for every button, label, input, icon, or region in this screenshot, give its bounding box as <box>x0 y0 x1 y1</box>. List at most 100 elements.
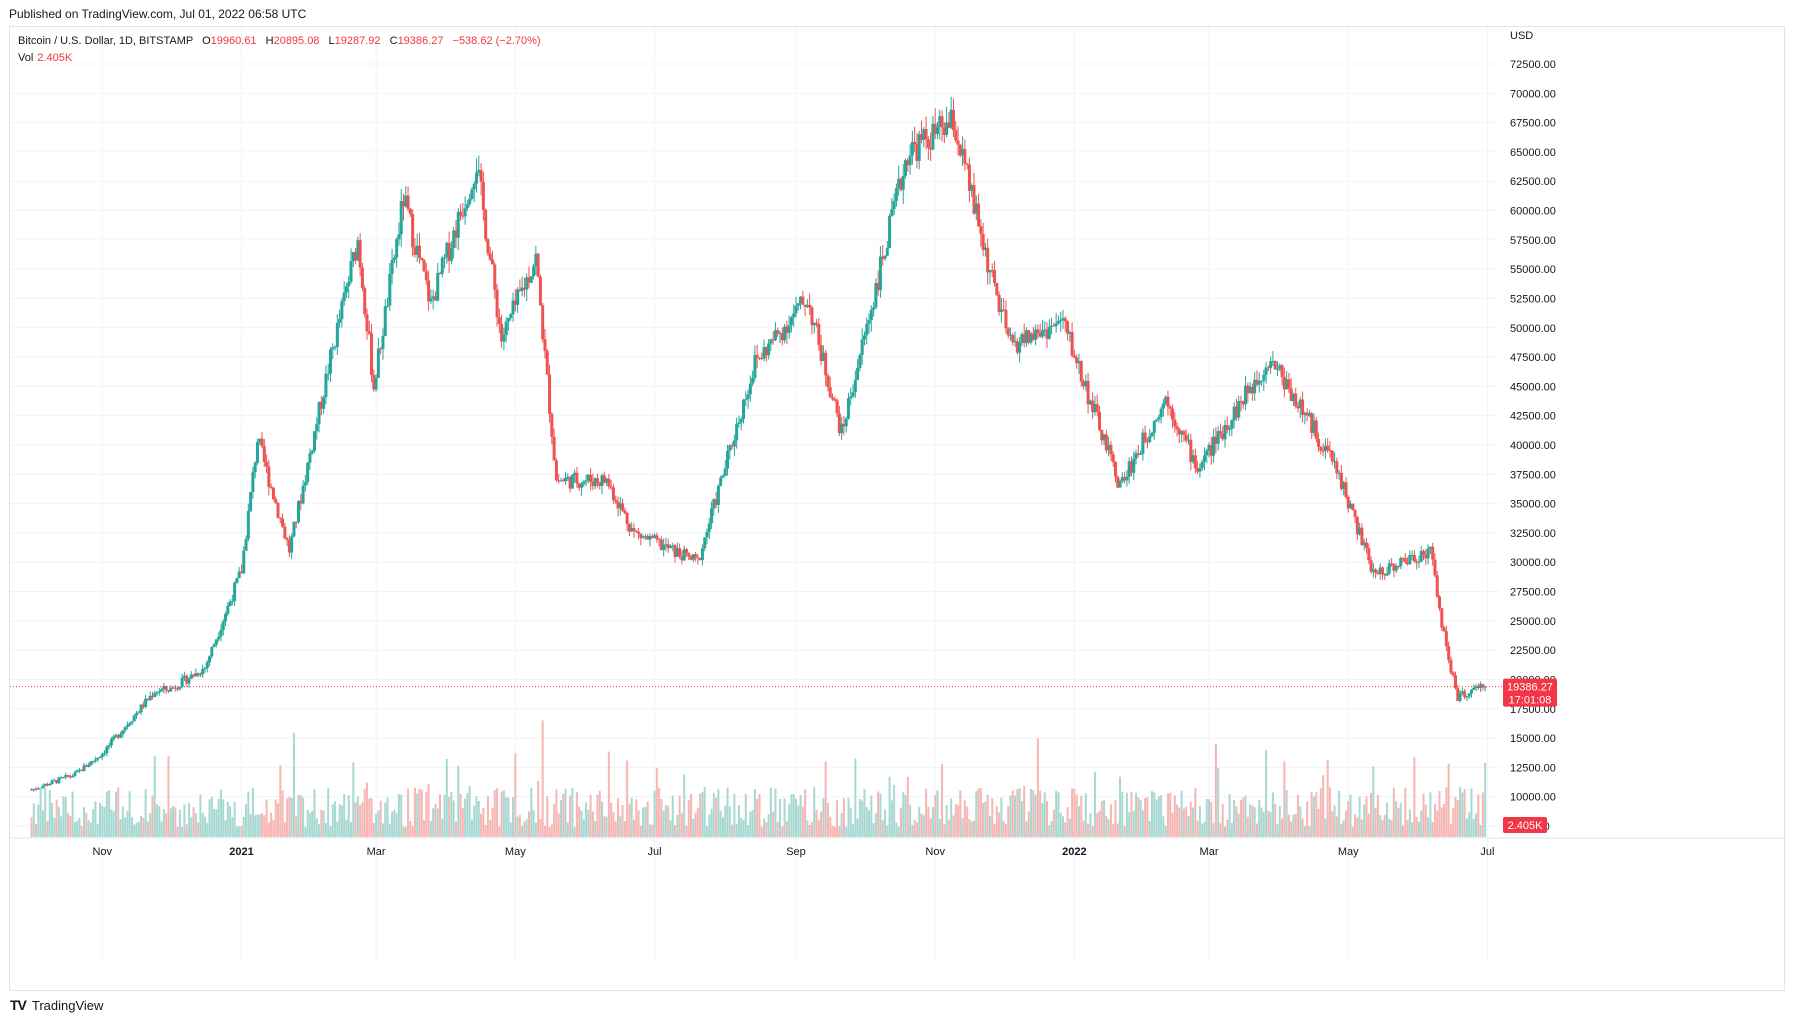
candle-body[interactable] <box>212 644 216 648</box>
candle-body[interactable] <box>671 545 675 547</box>
candle-body[interactable] <box>616 501 620 509</box>
candle-body[interactable] <box>313 431 317 451</box>
candle-body[interactable] <box>114 735 118 737</box>
candle-body[interactable] <box>1191 455 1195 463</box>
candle-body[interactable] <box>465 204 469 209</box>
candle-body[interactable] <box>595 478 599 483</box>
candle-body[interactable] <box>50 780 54 785</box>
candle-body[interactable] <box>1378 567 1382 574</box>
candle-body[interactable] <box>653 535 657 538</box>
candle-body[interactable] <box>342 292 346 302</box>
candle-body[interactable] <box>351 252 355 262</box>
candle-body[interactable] <box>1173 419 1177 427</box>
candle-body[interactable] <box>422 260 426 272</box>
candle-body[interactable] <box>349 261 353 282</box>
candle-body[interactable] <box>1018 342 1022 353</box>
candle-body[interactable] <box>516 289 520 305</box>
candle-body[interactable] <box>536 253 540 277</box>
candle-body[interactable] <box>881 256 885 259</box>
candle-body[interactable] <box>130 721 134 724</box>
candle-body[interactable] <box>1086 380 1090 405</box>
candle-body[interactable] <box>1289 388 1293 402</box>
candle-body[interactable] <box>1374 569 1378 573</box>
candle-body[interactable] <box>1346 496 1350 509</box>
candle-body[interactable] <box>582 481 586 485</box>
candle-body[interactable] <box>182 675 186 678</box>
candle-body[interactable] <box>1072 355 1076 358</box>
candle-body[interactable] <box>479 169 483 182</box>
candle-body[interactable] <box>1068 332 1072 334</box>
candle-body[interactable] <box>1314 420 1318 439</box>
candle-body[interactable] <box>728 445 732 451</box>
candle-body[interactable] <box>639 533 643 538</box>
candle-body[interactable] <box>383 306 387 336</box>
candle-body[interactable] <box>983 247 987 251</box>
candle-body[interactable] <box>326 373 330 375</box>
candle-body[interactable] <box>1394 566 1398 571</box>
candle-body[interactable] <box>335 322 339 347</box>
candle-body[interactable] <box>769 339 773 344</box>
candle-body[interactable] <box>554 460 558 481</box>
candle-body[interactable] <box>1136 453 1140 455</box>
candle-body[interactable] <box>1036 329 1040 333</box>
candle-body[interactable] <box>858 354 862 369</box>
candle-body[interactable] <box>157 691 161 693</box>
candle-body[interactable] <box>1232 406 1236 421</box>
candle-body[interactable] <box>1143 432 1147 442</box>
candle-body[interactable] <box>1303 412 1307 415</box>
candle-body[interactable] <box>1328 450 1332 452</box>
candle-body[interactable] <box>287 540 291 553</box>
candle-body[interactable] <box>328 349 332 374</box>
candle-body[interactable] <box>105 746 109 754</box>
candle-body[interactable] <box>249 491 253 512</box>
candle-body[interactable] <box>799 296 803 304</box>
candle-body[interactable] <box>125 725 129 728</box>
candle-body[interactable] <box>141 704 145 707</box>
candle-body[interactable] <box>84 765 88 767</box>
candle-body[interactable] <box>119 734 123 738</box>
candle-body[interactable] <box>1234 406 1238 418</box>
candle-body[interactable] <box>593 478 597 487</box>
candle-body[interactable] <box>1027 330 1031 343</box>
candle-body[interactable] <box>1317 438 1321 447</box>
candle-body[interactable] <box>180 677 184 687</box>
candle-body[interactable] <box>176 688 180 690</box>
candle-body[interactable] <box>171 687 175 689</box>
candle-body[interactable] <box>1362 542 1366 546</box>
candle-body[interactable] <box>933 123 937 135</box>
candle-body[interactable] <box>1339 472 1343 489</box>
candle-body[interactable] <box>340 301 344 320</box>
candle-body[interactable] <box>454 230 458 238</box>
candle-body[interactable] <box>1034 329 1038 340</box>
candle-body[interactable] <box>205 662 209 669</box>
candle-body[interactable] <box>1098 411 1102 430</box>
candle-body[interactable] <box>869 309 873 321</box>
candle-body[interactable] <box>226 606 230 615</box>
candle-body[interactable] <box>1225 425 1229 430</box>
volume-tag[interactable] <box>1503 817 1547 833</box>
candle-body[interactable] <box>842 423 846 427</box>
candle-body[interactable] <box>643 536 647 538</box>
candle-body[interactable] <box>265 461 269 467</box>
candle-body[interactable] <box>707 523 711 532</box>
candle-body[interactable] <box>746 394 750 400</box>
candle-body[interactable] <box>82 765 86 772</box>
candle-body[interactable] <box>1175 426 1179 430</box>
candle-body[interactable] <box>1120 477 1124 482</box>
candle-body[interactable] <box>926 139 930 148</box>
candle-body[interactable] <box>500 323 504 342</box>
candle-body[interactable] <box>77 769 81 771</box>
candle-body[interactable] <box>488 253 492 260</box>
candle-body[interactable] <box>906 160 910 166</box>
candle-body[interactable] <box>306 462 310 483</box>
candle-body[interactable] <box>52 780 56 782</box>
candle-body[interactable] <box>1287 379 1291 389</box>
candle-body[interactable] <box>920 134 924 140</box>
candle-body[interactable] <box>173 687 177 689</box>
candle-body[interactable] <box>408 208 412 214</box>
candle-body[interactable] <box>1180 431 1184 435</box>
candle-body[interactable] <box>1198 467 1202 472</box>
candle-body[interactable] <box>607 478 611 487</box>
candle-body[interactable] <box>993 270 997 284</box>
candle-body[interactable] <box>513 300 517 305</box>
